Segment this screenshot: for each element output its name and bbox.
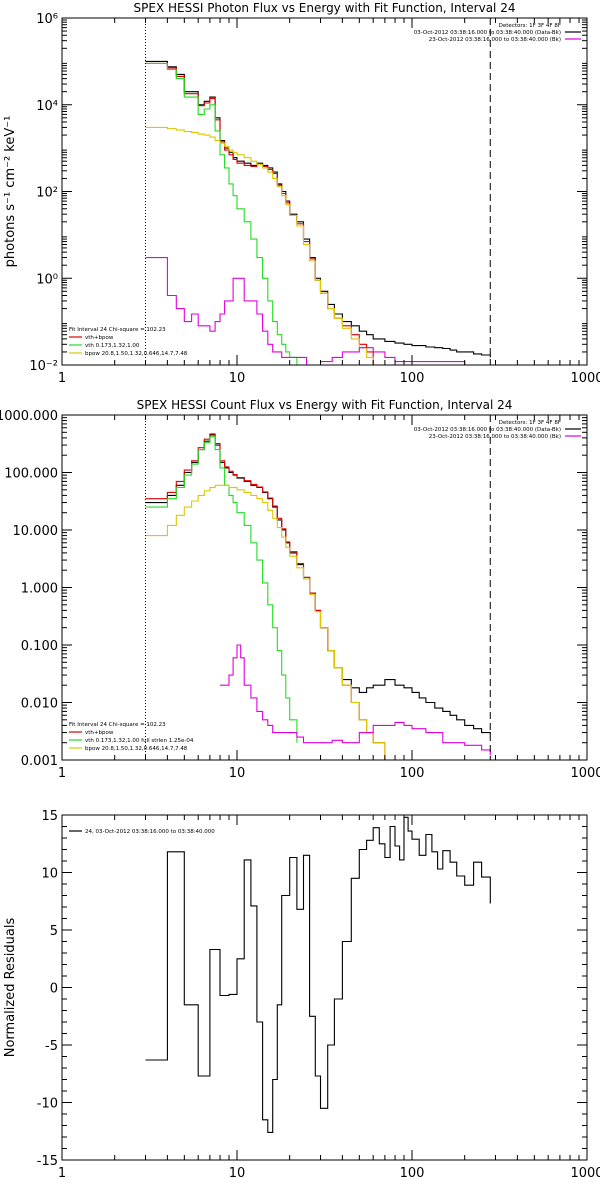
y-tick-label: 0.100	[21, 639, 58, 654]
legend-right-entry: 03-Oct-2012 03:38:16.000 to 03:38:40.000…	[414, 427, 561, 433]
y-tick-label: 10⁻²	[29, 359, 58, 374]
y-tick-label: 0.010	[21, 697, 58, 712]
x-tick-label: 10	[229, 371, 246, 386]
series-background-line	[220, 644, 491, 756]
series-vth-line	[145, 436, 298, 743]
series-group	[145, 816, 491, 1133]
series-bpow-line	[145, 484, 386, 760]
legend-right-entry: 23-Oct-2012 03:38:16.000 to 03:38:40.000…	[429, 434, 561, 440]
chart-title: SPEX HESSI Photon Flux vs Energy with Fi…	[134, 1, 516, 15]
chart-title: SPEX HESSI Count Flux vs Energy with Fit…	[137, 398, 513, 412]
y-tick-label: 100.000	[4, 467, 58, 482]
y-tick-label: 10²	[36, 186, 58, 201]
x-tick-label: 1	[58, 1166, 66, 1181]
series-group	[145, 433, 491, 760]
x-tick-label: 1000	[570, 766, 600, 781]
y-axis-label: Normalized Residuals	[3, 918, 18, 1058]
legend-left-entry: Fit Interval 24 Chi-square = 102.23	[69, 327, 166, 333]
plot-frame	[61, 17, 588, 366]
legend-left-entry: bpow 20.8,1.50,1.32,0.646,14.7,7.48	[85, 746, 188, 752]
series-data-line	[145, 434, 491, 735]
y-tick-label: 10.000	[13, 524, 59, 539]
count-flux-panel: SPEX HESSI Count Flux vs Energy with Fit…	[0, 398, 600, 781]
series-vth-line	[145, 62, 298, 365]
y-tick-label: 0.001	[21, 754, 58, 769]
series-fit_total-line	[145, 62, 374, 365]
x-tick-label: 1000	[570, 1166, 600, 1181]
x-tick-label: 100	[400, 1166, 425, 1181]
x-tick-label: 1000	[570, 371, 600, 386]
legend-left-entry: bpow 20.8,1.50,1.32,0.646,14.7,7.48	[85, 351, 188, 357]
y-tick-label: 15	[41, 809, 58, 824]
y-tick-label: 0	[50, 982, 58, 997]
y-tick-label: 1000.000	[0, 409, 58, 424]
legend-left-entry: Fit Interval 24 Chi-square = 102.23	[69, 722, 166, 728]
y-tick-label: -15	[37, 1154, 58, 1169]
legend-left-entry: 24, 03-Oct-2012 03:38:16.000 to 03:38:40…	[85, 829, 215, 835]
plot-frame	[61, 414, 588, 761]
series-bpow-line	[145, 126, 374, 365]
y-tick-label: 10⁰	[36, 272, 58, 287]
y-tick-label: 1.000	[21, 582, 58, 597]
x-tick-label: 10	[229, 1166, 246, 1181]
y-tick-label: -10	[37, 1097, 58, 1112]
x-tick-label: 10	[229, 766, 246, 781]
series-fit_total-line	[145, 433, 386, 760]
x-tick-label: 1	[58, 371, 66, 386]
y-tick-label: -5	[45, 1039, 58, 1054]
y-axis-label: photons s⁻¹ cm⁻² keV⁻¹	[3, 116, 18, 268]
legend-right-entry: Detectors: 1F 3F 4F 8F	[499, 420, 561, 426]
y-tick-label: 5	[50, 924, 58, 939]
series-data-line	[145, 816, 491, 1133]
x-tick-label: 100	[400, 766, 425, 781]
y-tick-label: 10⁴	[36, 99, 58, 114]
photon-flux-panel: SPEX HESSI Photon Flux vs Energy with Fi…	[3, 1, 600, 386]
legend-right-entry: 23-Oct-2012 03:38:16.000 to 03:38:40.000…	[429, 37, 561, 43]
legend-right-entry: Detectors: 1F 3F 4F 8F	[499, 23, 561, 29]
x-tick-label: 100	[400, 371, 425, 386]
series-group	[145, 60, 491, 365]
series-background-line	[145, 257, 491, 365]
legend-left-entry: vth 0.173,1.32,1.00 full strlen 1.25e-04	[85, 738, 194, 744]
y-tick-label: 10	[41, 867, 58, 882]
legend-left-entry: vth+bpow	[85, 730, 114, 736]
x-tick-label: 1	[58, 766, 66, 781]
residuals-panel: Normalized Residuals 1 10 100 1000 -15 -10 -5 0 5…	[3, 809, 600, 1181]
y-tick-label: 10⁶	[36, 12, 58, 27]
legend-right-entry: 03-Oct-2012 03:38:16.000 to 03:38:40.000…	[414, 30, 561, 36]
legend-left-entry: vth 0.173,1.32,1.00	[85, 343, 140, 349]
legend-left-entry: vth+bpow	[85, 335, 114, 341]
series-data-line	[145, 60, 491, 358]
